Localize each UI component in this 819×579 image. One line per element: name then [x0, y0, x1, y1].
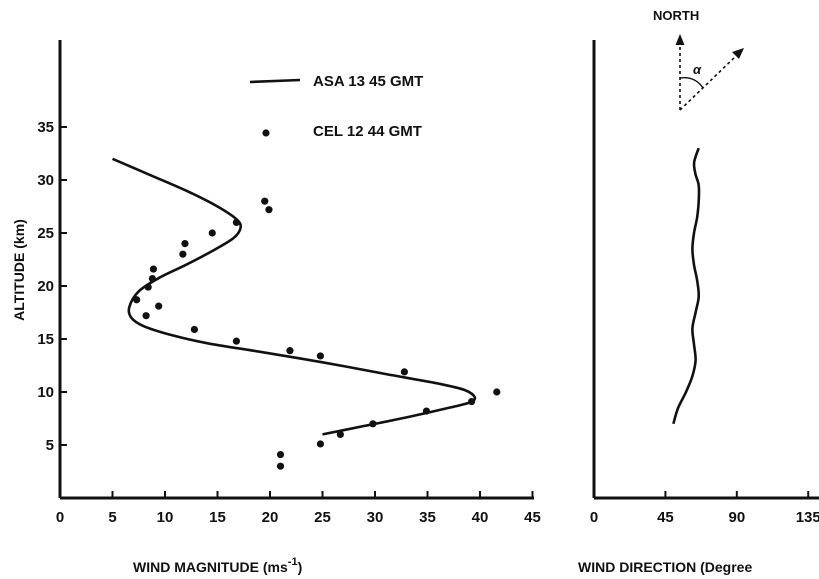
x-tick-label: 5 [108, 509, 116, 526]
data-point [149, 265, 158, 273]
x-tick-label: 0 [56, 509, 64, 526]
data-point [232, 337, 240, 345]
y-tick-label: 35 [37, 119, 54, 136]
data-point [142, 312, 150, 320]
wind-direction-chart: 0 45 90 135 NORTH α WIND DIRECTION (Degree [578, 8, 819, 575]
wind-arrowhead-icon [732, 48, 744, 59]
data-point [190, 325, 198, 334]
x-axis-label: WIND MAGNITUDE (ms-1) [133, 556, 302, 575]
x-tick-label: 90 [728, 509, 745, 526]
data-point [493, 388, 501, 396]
y-tick-label: 15 [37, 331, 54, 348]
legend-label-cel: CEL 12 44 GMT [313, 123, 422, 140]
data-point [336, 430, 344, 438]
data-point [369, 420, 377, 428]
left-y-ticks: 5 10 15 20 25 30 35 [37, 119, 67, 454]
north-label: NORTH [653, 8, 699, 23]
x-tick-label: 35 [419, 509, 436, 526]
data-point [422, 407, 431, 415]
right-x-ticks: 0 45 90 135 [590, 491, 819, 526]
data-point [155, 302, 163, 310]
x-tick-label: 45 [524, 509, 541, 526]
data-point [468, 397, 476, 406]
y-tick-label: 20 [37, 278, 54, 295]
legend-label-asa: ASA 13 45 GMT [313, 73, 423, 90]
north-compass: NORTH α [653, 8, 744, 111]
x-tick-label: 135 [796, 509, 819, 526]
wind-arrow-line [679, 55, 737, 111]
wind-magnitude-chart: 0 5 10 15 20 25 30 35 40 45 5 10 15 20 25 30 35 ASA 13 … [11, 40, 541, 575]
series-line-direction [672, 147, 701, 425]
right-x-axis-label: WIND DIRECTION (Degree [578, 559, 752, 575]
legend: ASA 13 45 GMT CEL 12 44 GMT [249, 73, 423, 140]
angle-arc [679, 77, 704, 89]
left-x-ticks: 0 5 10 15 20 25 30 35 40 45 [56, 491, 541, 526]
y-tick-label: 30 [37, 172, 54, 189]
x-tick-label: 40 [472, 509, 489, 526]
series-line-asa [111, 157, 477, 436]
y-tick-label: 25 [37, 225, 54, 242]
data-point [261, 197, 269, 205]
data-point [276, 450, 285, 459]
x-tick-label: 25 [314, 509, 331, 526]
data-point [144, 283, 152, 291]
alpha-symbol: α [693, 62, 702, 77]
north-arrowhead-icon [675, 34, 685, 45]
x-tick-label: 0 [590, 509, 598, 526]
data-point [181, 240, 189, 248]
data-point [148, 274, 156, 283]
x-tick-label: 15 [209, 509, 226, 526]
x-tick-label: 30 [367, 509, 384, 526]
data-point [286, 347, 294, 355]
y-tick-label: 5 [46, 437, 54, 454]
x-tick-label: 45 [657, 509, 674, 526]
legend-dot-swatch [262, 129, 270, 137]
data-point [232, 218, 240, 226]
data-point [208, 229, 216, 237]
y-tick-label: 10 [37, 384, 54, 401]
legend-line-swatch [249, 78, 301, 84]
data-point [179, 250, 187, 258]
data-point [400, 368, 408, 376]
data-point [133, 296, 141, 304]
data-point [265, 206, 273, 214]
x-tick-label: 10 [157, 509, 174, 526]
series-points-cel [133, 197, 501, 470]
x-tick-label: 20 [262, 509, 279, 526]
data-point [276, 462, 285, 470]
y-axis-label: ALTITUDE (km) [11, 219, 27, 321]
data-point [316, 440, 324, 448]
data-point [316, 352, 324, 360]
